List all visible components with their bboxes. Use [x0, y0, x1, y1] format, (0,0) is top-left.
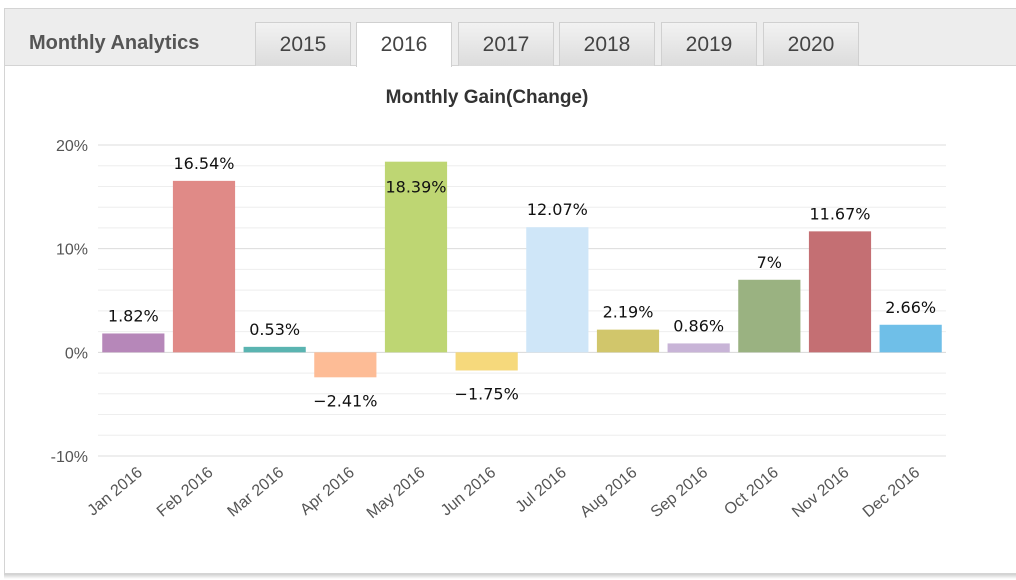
data-label: −2.41%: [313, 391, 377, 410]
tab-2020[interactable]: 2020: [763, 22, 859, 66]
x-tick-label: Apr 2016: [297, 464, 358, 519]
tab-bar: Monthly Analytics 2015 2016 2017 2018 20…: [5, 9, 1016, 67]
panel-title: Monthly Analytics: [29, 32, 200, 54]
data-label: 18.39%: [385, 178, 446, 197]
x-tick-label: Mar 2016: [225, 464, 288, 521]
data-labels: 1.82% 16.54% 0.53% −2.41% 18.39% −1.75% 12.07%…: [108, 154, 936, 410]
panel-shadow: [4, 574, 1016, 579]
x-tick-label: Jan 2016: [85, 464, 146, 519]
tab-2017[interactable]: 2017: [458, 22, 554, 66]
x-tick-label: Nov 2016: [789, 464, 852, 521]
bar: [314, 352, 377, 378]
y-tick-label: 20%: [56, 138, 88, 155]
bar: [667, 343, 730, 353]
data-label: −1.75%: [455, 384, 519, 403]
x-tick-label: May 2016: [364, 464, 429, 522]
bar: [102, 333, 165, 353]
bar: [879, 324, 942, 353]
bar: [596, 329, 660, 353]
tab-2015[interactable]: 2015: [255, 22, 351, 66]
data-label: 0.86%: [673, 316, 724, 335]
data-label: 11.67%: [809, 204, 870, 223]
bars: [102, 161, 942, 378]
tab-2018[interactable]: 2018: [559, 22, 655, 66]
data-label: 7%: [757, 253, 782, 272]
grid-lines: [98, 144, 946, 457]
bar: [808, 231, 872, 353]
chart-title: Monthly Gain(Change): [386, 87, 589, 108]
y-tick-label: -10%: [51, 449, 88, 466]
bar: [243, 346, 306, 353]
y-tick-label: 10%: [56, 242, 88, 259]
y-tick-label: 0%: [65, 345, 88, 362]
x-tick-label: Dec 2016: [860, 464, 923, 521]
y-axis: 20% 10% 0% -10%: [51, 138, 88, 466]
x-axis: Jan 2016 Feb 2016 Mar 2016 Apr 2016 May 2016…: [85, 464, 924, 522]
x-tick-label: Aug 2016: [577, 464, 640, 521]
data-label: 12.07%: [527, 200, 588, 219]
data-label: 16.54%: [173, 154, 234, 173]
data-label: 2.66%: [885, 298, 936, 317]
x-tick-label: Jun 2016: [438, 464, 499, 519]
bar: [455, 352, 518, 371]
x-tick-label: Jul 2016: [513, 464, 570, 516]
bar: [738, 279, 801, 353]
x-tick-label: Sep 2016: [648, 464, 711, 521]
bar: [172, 180, 236, 353]
tab-2019[interactable]: 2019: [661, 22, 757, 66]
data-label: 2.19%: [603, 303, 654, 322]
data-label: 1.82%: [108, 306, 159, 325]
data-label: 0.53%: [249, 320, 300, 339]
bar: [384, 161, 448, 353]
x-tick-label: Oct 2016: [721, 464, 782, 519]
tab-2016[interactable]: 2016: [356, 22, 452, 67]
bar: [526, 227, 589, 353]
x-tick-label: Feb 2016: [154, 464, 217, 521]
